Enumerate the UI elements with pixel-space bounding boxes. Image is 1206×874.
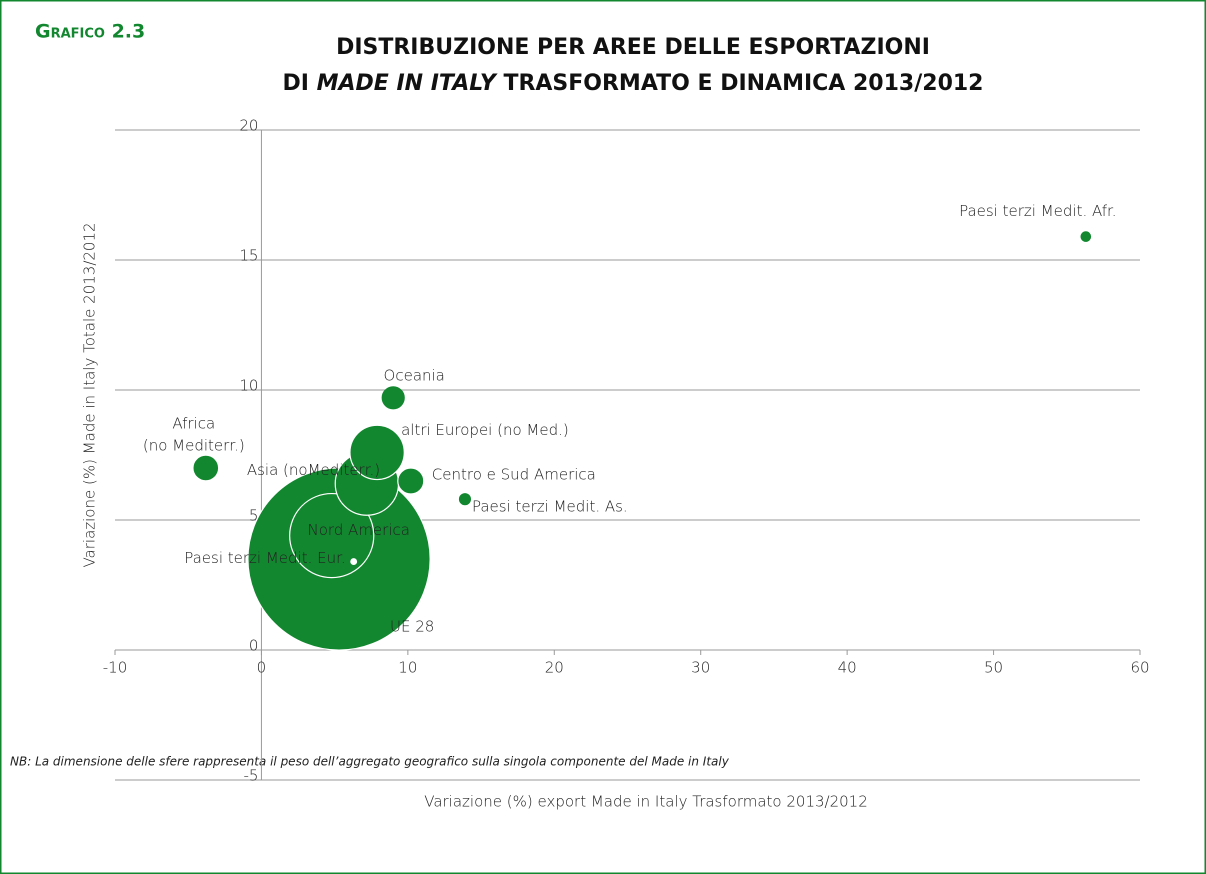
x-tick-label: 20 bbox=[545, 659, 564, 677]
x-tick-label: 60 bbox=[1130, 659, 1149, 677]
title-part: DI bbox=[283, 71, 317, 96]
point-label: (no Mediterr.) bbox=[143, 437, 245, 455]
point-label: Centro e Sud America bbox=[432, 466, 596, 484]
y-tick-label: 5 bbox=[249, 507, 259, 525]
x-tick-label: 30 bbox=[691, 659, 710, 677]
y-tick-label: 10 bbox=[239, 377, 258, 395]
x-axis-label: Variazione (%) export Made in Italy Tras… bbox=[424, 793, 868, 811]
title-part: TRASFORMATO E DINAMICA 2013/2012 bbox=[496, 71, 984, 96]
bubble bbox=[1080, 231, 1092, 242]
point-label: Paesi terzi Medit. Afr. bbox=[959, 202, 1116, 220]
point-label: altri Europei (no Med.) bbox=[401, 421, 569, 439]
point-label: Africa bbox=[172, 415, 215, 433]
bubble bbox=[381, 386, 405, 410]
chart-title: DISTRIBUZIONE PER AREE DELLE ESPORTAZION… bbox=[336, 35, 930, 60]
y-tick-label: 15 bbox=[239, 247, 258, 265]
bubble bbox=[349, 557, 359, 567]
x-tick-label: 0 bbox=[257, 659, 267, 677]
point-label: Oceania bbox=[384, 366, 445, 384]
y-tick-label: -5 bbox=[243, 767, 258, 785]
y-tick-label: 0 bbox=[249, 637, 259, 655]
note: NB: La dimensione delle sfere rappresent… bbox=[10, 755, 730, 769]
chart-title-line2: DI MADE IN ITALY TRASFORMATO E DINAMICA … bbox=[283, 71, 984, 96]
bubble bbox=[193, 455, 219, 481]
point-label: Paesi terzi Medit. As. bbox=[472, 498, 628, 516]
point-label: Asia (noMediterr.) bbox=[247, 461, 380, 479]
x-tick-label: 10 bbox=[398, 659, 417, 677]
x-tick-label: 50 bbox=[984, 659, 1003, 677]
bubble bbox=[289, 492, 375, 579]
y-axis-label: Variazione (%) Made in Italy Totale 2013… bbox=[81, 222, 99, 567]
point-label: Paesi terzi Medit. Eur. bbox=[184, 549, 345, 567]
bubble bbox=[397, 467, 425, 495]
bubble bbox=[458, 493, 472, 506]
bubble bbox=[349, 424, 405, 481]
figure-label: Grafico 2.3 bbox=[35, 21, 145, 43]
title-part: MADE IN ITALY bbox=[317, 71, 498, 96]
point-label: Nord America bbox=[307, 521, 409, 539]
x-tick-label: -10 bbox=[103, 659, 128, 677]
x-tick-label: 40 bbox=[838, 659, 857, 677]
y-tick-label: 20 bbox=[239, 117, 258, 135]
point-label: UE 28 bbox=[390, 618, 434, 636]
